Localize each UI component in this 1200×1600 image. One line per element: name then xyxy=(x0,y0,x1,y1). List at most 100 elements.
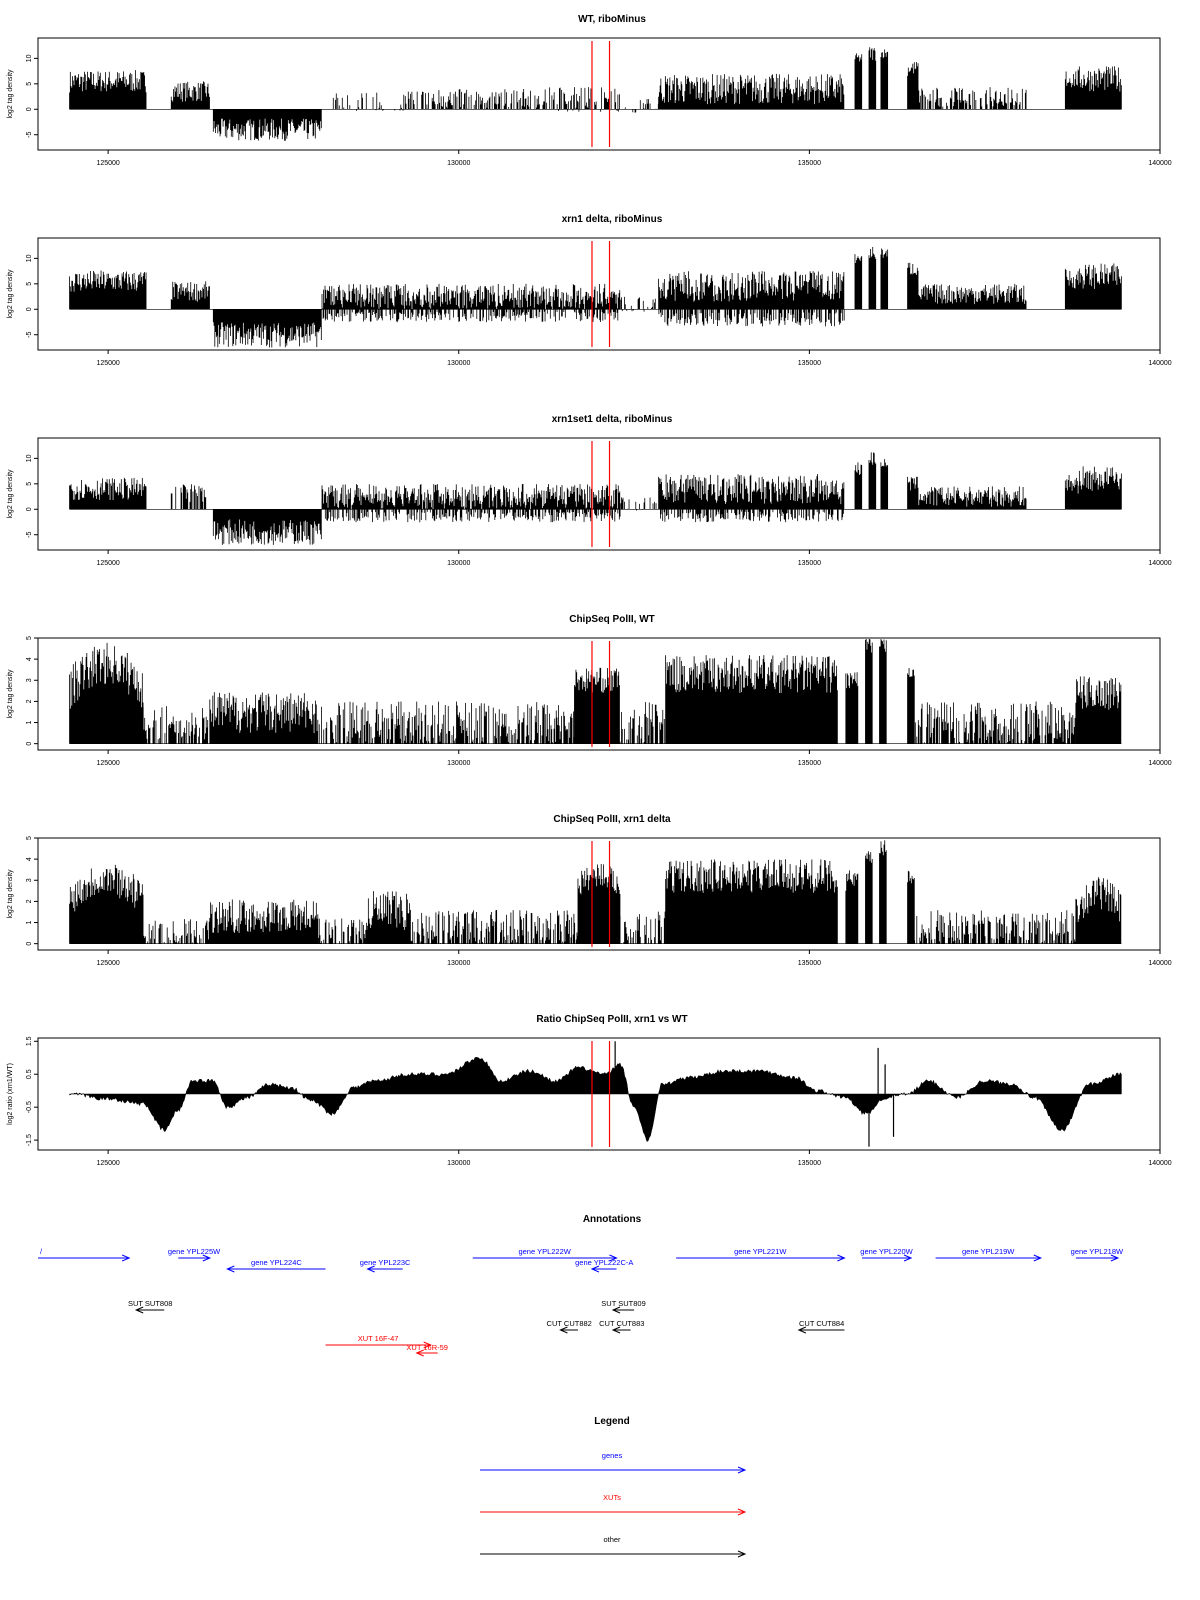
y-tick-label: 5 xyxy=(26,282,33,286)
bar-cluster xyxy=(142,919,210,944)
data-segment xyxy=(1064,474,1080,510)
bar-cluster xyxy=(1064,69,1080,110)
bar-cluster xyxy=(1078,263,1122,310)
bar-cluster xyxy=(854,462,863,510)
bar-cluster xyxy=(1064,474,1080,510)
bar-cluster xyxy=(1064,268,1080,310)
data-segment xyxy=(209,692,319,744)
data-segment xyxy=(577,864,621,944)
data-segment xyxy=(321,283,621,323)
data-segment xyxy=(69,864,144,944)
annotation-partial-gene: / xyxy=(38,1247,131,1262)
annotation-cut884: CUT CUT884 xyxy=(797,1319,845,1334)
y-tick-label: 1 xyxy=(26,920,33,924)
bar-cluster xyxy=(209,692,319,744)
bar-cluster xyxy=(917,87,1027,110)
x-tick-label: 135000 xyxy=(798,160,821,167)
annotation-gene-ypl221w: gene YPL221W xyxy=(676,1247,846,1262)
y-tick-label: 5 xyxy=(26,836,33,840)
y-tick-label: -5 xyxy=(26,532,33,538)
x-tick-label: 130000 xyxy=(447,760,470,767)
data-segment xyxy=(409,88,540,110)
y-tick-label: 0 xyxy=(26,107,33,111)
x-tick-label: 130000 xyxy=(447,360,470,367)
data-segment xyxy=(907,668,915,744)
panel-5: ChipSeq PolII, xrn1 delta log2 tag densit… xyxy=(7,814,1172,967)
annotation-label: gene YPL219W xyxy=(962,1247,1015,1256)
data-segment xyxy=(1064,69,1080,110)
bar-cluster xyxy=(212,109,322,141)
bar-cluster xyxy=(577,864,621,944)
annotation-label: XUT 16F-47 xyxy=(358,1334,399,1343)
x-tick-label: 140000 xyxy=(1148,160,1171,167)
y-tick-label: 5 xyxy=(26,636,33,640)
annotation-gene-ypl224c: gene YPL224C xyxy=(226,1258,326,1273)
data-segment xyxy=(879,639,887,744)
y-tick-label: 3 xyxy=(26,878,33,882)
bar-cluster xyxy=(1078,466,1122,510)
annotation-gene-ypl223c: gene YPL223C xyxy=(360,1258,411,1273)
annotation-gene-ypl222c-a: gene YPL222C-A xyxy=(575,1258,633,1273)
bar-cluster xyxy=(907,62,919,110)
data-segment xyxy=(914,701,1076,744)
bar-cluster xyxy=(542,87,620,112)
x-tick-label: 125000 xyxy=(96,960,119,967)
data-segment xyxy=(854,462,863,510)
data-segment xyxy=(367,891,410,944)
bar-cluster xyxy=(69,70,147,110)
annotation-gene-ypl218w: gene YPL218W xyxy=(1071,1247,1124,1262)
annotation-label: XUT 16R-59 xyxy=(406,1343,448,1352)
annotation-label: gene YPL222C-A xyxy=(575,1258,633,1267)
data-segment xyxy=(865,639,873,744)
data-segment xyxy=(624,98,659,113)
annotation-gene-ypl225w: gene YPL225W xyxy=(168,1247,221,1262)
data-bars xyxy=(69,452,1122,545)
panel-4: ChipSeq PolII, WT log2 tag density 0 1 2 3 4 5 1… xyxy=(7,614,1172,767)
panel-title: Ratio ChipSeq PolII, xrn1 vs WT xyxy=(536,1014,687,1025)
data-segment xyxy=(845,672,859,744)
bar-cluster xyxy=(619,911,666,944)
bar-cluster xyxy=(854,53,863,110)
data-segment xyxy=(1064,268,1080,310)
y-tick-label: 1.5 xyxy=(26,1036,33,1046)
annotation-gene-ypl222w: gene YPL222W xyxy=(472,1247,618,1262)
data-segment xyxy=(69,477,147,510)
bar-cluster xyxy=(170,81,210,110)
annotation-label: gene YPL220W xyxy=(860,1247,913,1256)
x-tick-label: 140000 xyxy=(1148,960,1171,967)
y-tick-label: 1 xyxy=(26,720,33,724)
bar-cluster xyxy=(907,668,915,744)
y-tick-label: -1.5 xyxy=(26,1134,33,1146)
bar-cluster xyxy=(665,859,838,944)
panel-title: xrn1set1 delta, riboMinus xyxy=(552,414,673,425)
x-tick-label: 135000 xyxy=(798,960,821,967)
plot-frame xyxy=(37,37,1161,151)
data-segment xyxy=(914,910,1077,944)
bar-cluster xyxy=(409,909,579,944)
data-segment xyxy=(332,91,410,111)
bar-cluster xyxy=(907,870,915,944)
data-segment xyxy=(209,899,319,944)
panel-3: xrn1set1 delta, riboMinus log2 tag densit… xyxy=(7,414,1172,567)
y-axis-label: log2 tag density xyxy=(7,669,14,719)
annotation-label: gene YPL225W xyxy=(168,1247,221,1256)
x-tick-label: 130000 xyxy=(447,1160,470,1167)
annotation-label: CUT CUT884 xyxy=(799,1319,844,1328)
data-segment xyxy=(69,70,147,110)
bar-cluster xyxy=(142,706,209,744)
data-segment xyxy=(1078,466,1122,510)
plot-frame xyxy=(37,637,1161,751)
data-segment xyxy=(170,281,210,310)
y-tick-label: 10 xyxy=(26,454,33,462)
bar-cluster xyxy=(321,483,621,523)
ratio-area xyxy=(69,1056,1122,1142)
bar-cluster xyxy=(845,672,859,744)
data-segment xyxy=(868,247,877,310)
data-segment xyxy=(879,840,887,944)
data-segment xyxy=(619,911,666,944)
annotation-xut-16r-59: XUT 16R-59 xyxy=(406,1343,448,1357)
y-tick-label: 2 xyxy=(26,899,33,903)
annotations-title: Annotations xyxy=(583,1214,642,1225)
annotation-label: gene YPL224C xyxy=(251,1258,302,1267)
